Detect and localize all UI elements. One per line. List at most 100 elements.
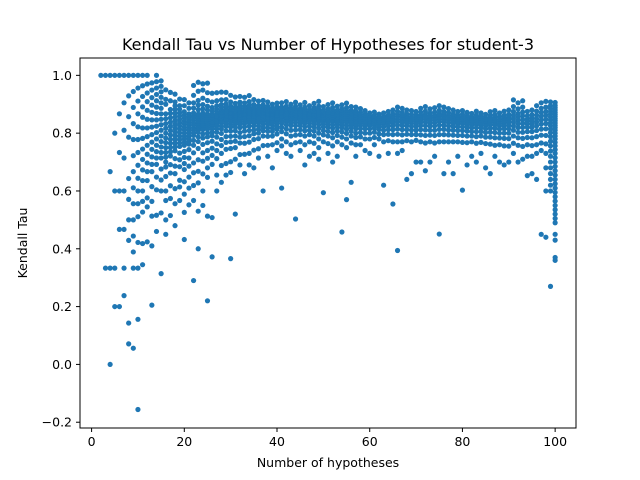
data-point: [399, 147, 405, 154]
data-point: [223, 172, 229, 178]
data-point: [163, 140, 169, 146]
data-point: [404, 127, 410, 133]
data-point: [139, 240, 146, 247]
data-point: [357, 134, 364, 140]
data-point: [167, 98, 173, 104]
data-point: [190, 197, 197, 204]
data-point: [223, 139, 229, 146]
data-point: [501, 108, 507, 114]
data-point: [552, 207, 558, 213]
data-point: [520, 109, 526, 115]
data-point: [139, 198, 146, 204]
data-point: [135, 316, 141, 322]
data-point: [135, 175, 141, 181]
data-point: [158, 188, 164, 194]
data-point: [362, 130, 368, 136]
data-point: [204, 147, 211, 154]
data-point: [418, 105, 424, 111]
data-point: [232, 133, 238, 139]
data-point: [135, 201, 141, 207]
data-point: [339, 102, 345, 108]
data-point: [218, 162, 224, 169]
data-point: [246, 133, 252, 139]
data-point: [404, 131, 410, 137]
data-point: [524, 129, 530, 135]
data-point: [501, 135, 507, 141]
data-point: [325, 140, 331, 147]
data-point: [139, 167, 146, 173]
data-point: [436, 126, 442, 132]
data-point: [492, 135, 498, 141]
data-point: [167, 106, 173, 113]
y-axis-label: Kendall Tau: [15, 208, 30, 279]
data-point: [343, 100, 350, 106]
data-point: [432, 127, 438, 133]
data-point: [464, 128, 470, 134]
data-point: [547, 99, 554, 105]
data-point: [538, 110, 544, 116]
data-point: [260, 97, 266, 104]
x-tick-label: 100: [543, 434, 567, 449]
data-point: [478, 139, 484, 146]
data-point: [130, 104, 136, 111]
data-point: [209, 138, 215, 144]
x-tick-label: 80: [454, 434, 470, 449]
data-point: [251, 147, 257, 153]
data-point: [149, 109, 155, 115]
data-point: [385, 138, 391, 144]
data-point: [343, 145, 350, 151]
data-point: [520, 98, 526, 104]
data-point: [394, 247, 401, 254]
data-point: [492, 142, 498, 148]
data-point: [144, 177, 150, 184]
data-point: [149, 102, 155, 108]
data-point: [547, 176, 554, 183]
data-point: [394, 139, 401, 145]
data-point: [422, 103, 428, 110]
data-point: [149, 124, 155, 130]
data-point: [552, 257, 558, 263]
data-point: [269, 128, 275, 135]
data-point: [135, 406, 141, 413]
x-tick-label: 40: [269, 434, 285, 449]
data-point: [543, 126, 549, 132]
data-point: [459, 139, 466, 146]
data-point: [218, 130, 224, 137]
data-point: [552, 211, 558, 217]
data-point: [441, 122, 447, 128]
data-point: [126, 341, 132, 347]
data-point: [450, 107, 456, 113]
data-point: [473, 108, 479, 114]
data-point: [200, 135, 206, 141]
data-point: [547, 165, 554, 171]
data-point: [204, 97, 211, 104]
y-tick-label: 0.2: [52, 299, 72, 314]
data-point: [144, 142, 150, 148]
plot-frame: [79, 57, 577, 429]
data-point: [195, 134, 201, 140]
data-point: [547, 182, 554, 188]
data-point: [274, 126, 280, 132]
data-point: [130, 217, 136, 223]
data-point: [200, 188, 206, 194]
data-point: [177, 96, 183, 102]
data-point: [209, 90, 215, 96]
data-point: [149, 184, 155, 190]
data-point: [552, 163, 558, 169]
data-point: [538, 126, 544, 132]
data-point: [228, 145, 234, 152]
data-point: [181, 97, 187, 103]
data-point: [172, 201, 178, 207]
data-point: [158, 271, 164, 277]
data-point: [501, 162, 507, 168]
data-point: [260, 133, 266, 139]
data-point: [172, 140, 178, 146]
data-point: [200, 202, 206, 209]
data-point: [112, 303, 118, 310]
data-point: [172, 106, 178, 113]
data-point: [330, 125, 336, 131]
data-point: [218, 136, 224, 143]
data-point: [265, 133, 271, 139]
data-point: [520, 124, 526, 130]
data-point: [390, 132, 396, 138]
